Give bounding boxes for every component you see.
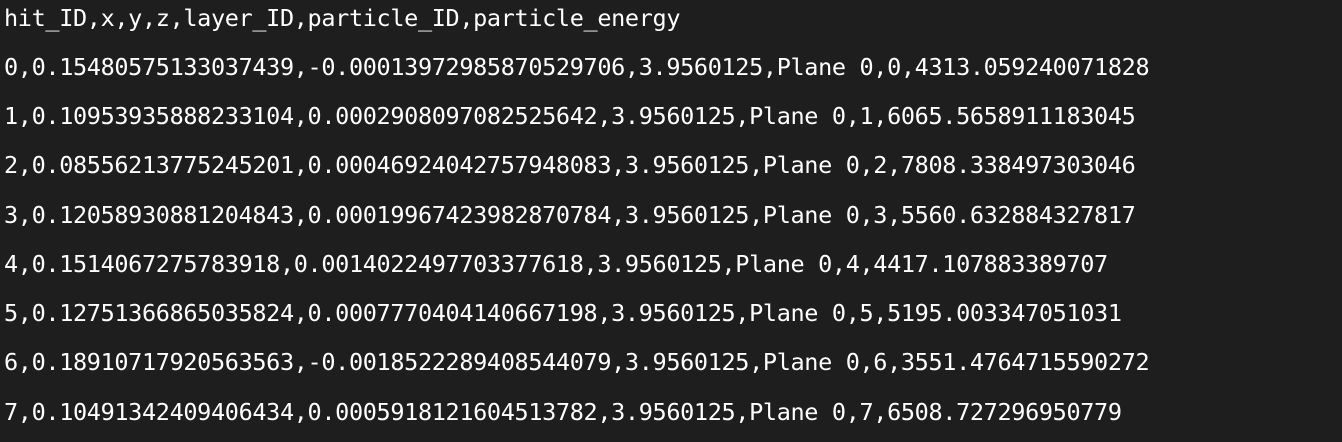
csv-data-line: 1,0.10953935888233104,0.0002908097082525…: [4, 102, 1136, 130]
csv-data-line: 6,0.18910717920563563,-0.001852228940854…: [4, 348, 1150, 376]
csv-header-line: hit_ID,x,y,z,layer_ID,particle_ID,partic…: [4, 4, 681, 32]
csv-data-line: 7,0.10491342409406434,0.0005918121604513…: [4, 398, 1122, 426]
csv-data-line: 4,0.1514067275783918,0.00140224977033776…: [4, 250, 1108, 278]
csv-data-line: 2,0.08556213775245201,0.0004692404275794…: [4, 151, 1136, 179]
csv-data-line: 0,0.15480575133037439,-0.000139729858705…: [4, 53, 1150, 81]
csv-data-line: 5,0.12751366865035824,0.0007770404140667…: [4, 299, 1122, 327]
csv-data-line: 3,0.12058930881204843,0.0001996742398287…: [4, 201, 1136, 229]
